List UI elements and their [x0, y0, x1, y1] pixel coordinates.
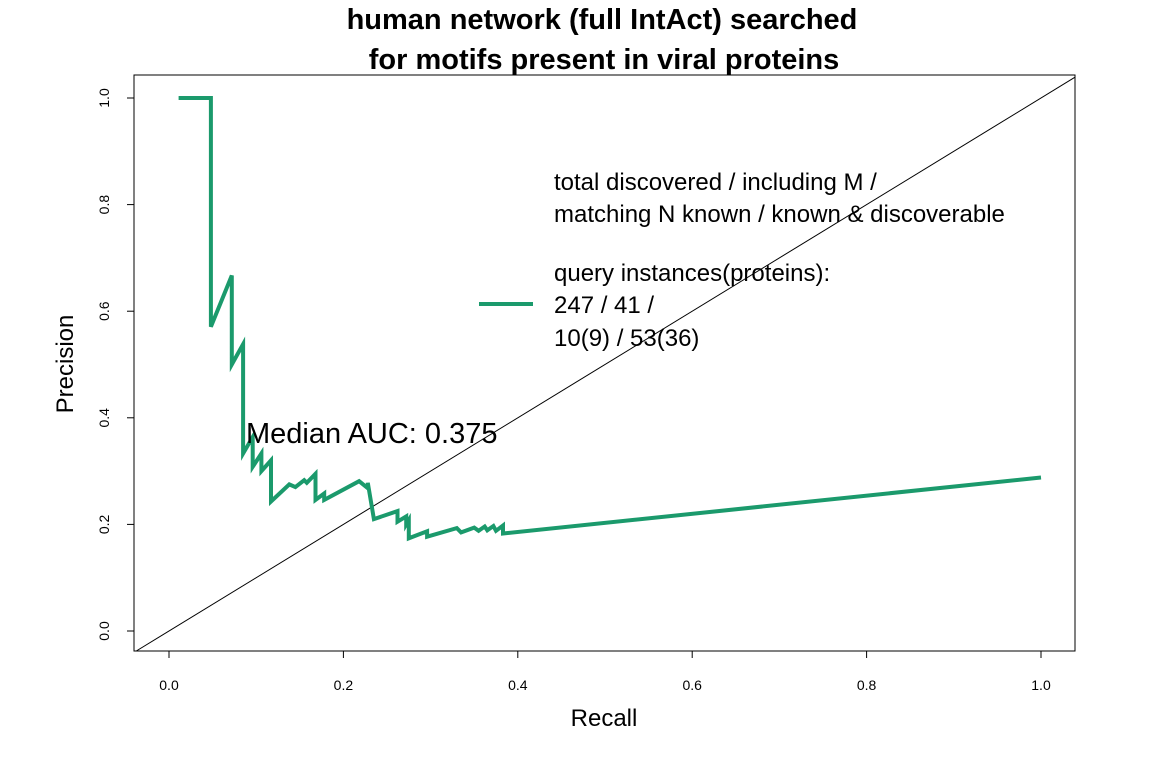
plot-frame	[133, 74, 1076, 652]
y-tick-label: 0.0	[96, 621, 112, 641]
y-tick-label: 0.2	[96, 514, 112, 534]
legend-entry-line-1: query instances(proteins):	[554, 260, 830, 287]
y-tick-label: 0.4	[96, 408, 112, 428]
x-tick-label: 0.8	[857, 677, 877, 693]
legend-entry-line-3: 10(9) / 53(36)	[554, 325, 699, 352]
y-tick-label: 1.0	[96, 88, 112, 108]
x-tick-label: 0.4	[508, 677, 528, 693]
precision-recall-series-line	[178, 96, 1042, 542]
y-tick-label: 0.6	[96, 301, 112, 321]
legend-header-line-2: matching N known / known & discoverable	[554, 201, 1005, 228]
legend-entry-line-2: 247 / 41 /	[554, 292, 654, 319]
median-auc-annotation: Median AUC: 0.375	[246, 418, 497, 450]
y-axis: 0.0 0.2 0.4 0.6 0.8 1.0	[96, 88, 135, 641]
x-axis: 0.0 0.2 0.4 0.6 0.8 1.0	[159, 650, 1051, 693]
x-tick-label: 1.0	[1031, 677, 1051, 693]
y-axis-title: Precision	[52, 315, 79, 414]
x-tick-label: 0.0	[159, 677, 179, 693]
legend-header-line-1: total discovered / including M /	[554, 169, 877, 196]
legend: total discovered / including M / matchin…	[479, 169, 1005, 352]
x-axis-title: Recall	[571, 705, 638, 732]
y-tick-label: 0.8	[96, 195, 112, 215]
chart-title-line-1: human network (full IntAct) searched	[347, 4, 858, 36]
diagonal-reference-line	[136, 76, 1076, 652]
chart-title-line-2: for motifs present in viral proteins	[369, 44, 840, 76]
x-tick-label: 0.2	[334, 677, 354, 693]
x-tick-label: 0.6	[682, 677, 702, 693]
